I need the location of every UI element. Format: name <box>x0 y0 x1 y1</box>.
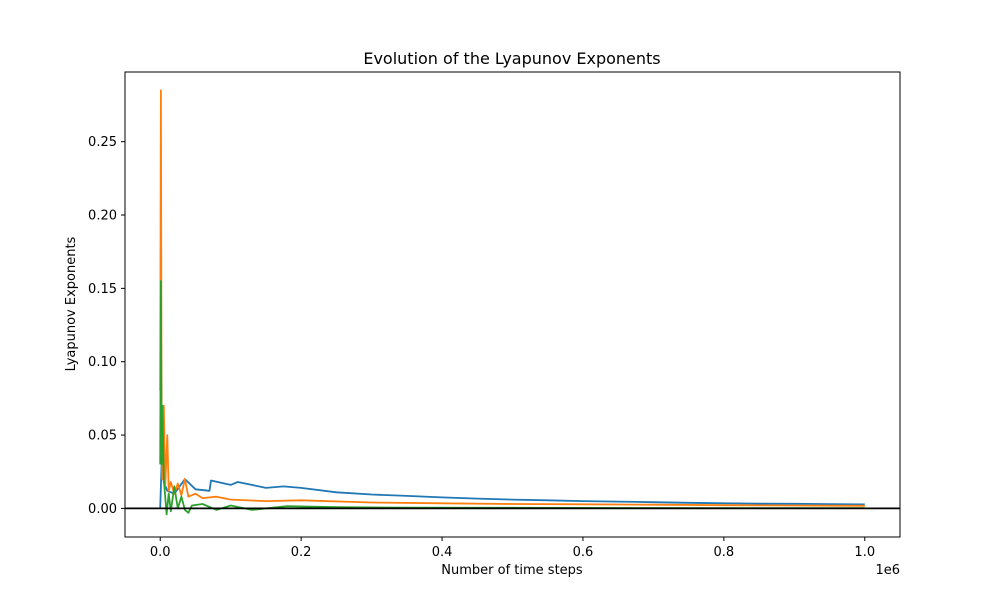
x-tick-label: 0.8 <box>714 545 735 560</box>
y-axis-label: Lyapunov Exponents <box>64 236 79 371</box>
x-tick-label: 1.0 <box>854 545 875 560</box>
y-tick-label: 0.20 <box>88 209 117 224</box>
y-tick-label: 0.05 <box>88 429 117 444</box>
plot-area: 0.0 0.2 0.4 0.6 0.8 1.0 0.00 0.05 0.10 0.15 0.20 0.… <box>88 71 901 560</box>
x-tick-label: 0.2 <box>291 545 312 560</box>
x-tick-label: 0.4 <box>432 545 453 560</box>
y-tick-label: 0.10 <box>88 355 117 370</box>
chart-title: Evolution of the Lyapunov Exponents <box>363 49 660 68</box>
series-line-2 <box>159 89 865 507</box>
x-tick-label: 0.0 <box>150 545 171 560</box>
y-tick-label: 0.00 <box>88 502 117 517</box>
axes-frame <box>124 71 901 538</box>
y-tick-label: 0.25 <box>88 135 117 150</box>
y-tick-label: 0.15 <box>88 282 117 297</box>
x-axis-label: Number of time steps <box>441 563 583 578</box>
x-tick-label: 0.6 <box>573 545 594 560</box>
x-axis-offset-label: 1e6 <box>875 563 900 578</box>
